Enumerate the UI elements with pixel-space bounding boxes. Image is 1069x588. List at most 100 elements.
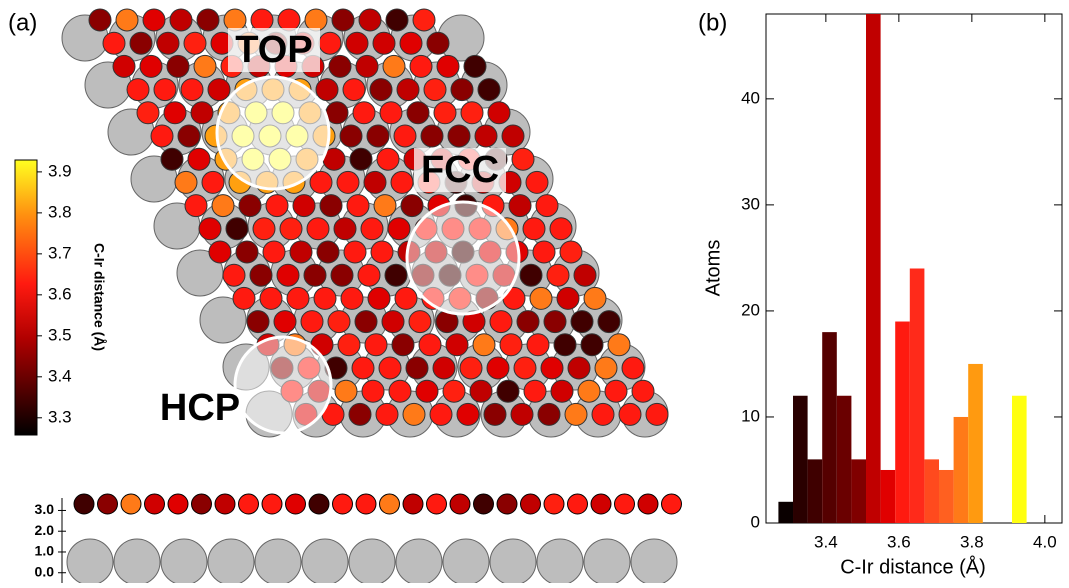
c-atom xyxy=(285,493,306,515)
ir-atom xyxy=(160,538,208,586)
colorbar-tick-label: 3.9 xyxy=(48,161,72,180)
ir-atom xyxy=(442,538,490,586)
c-atom xyxy=(508,194,532,218)
hcp-site xyxy=(233,335,333,435)
c-atom xyxy=(379,493,400,515)
c-atom xyxy=(473,493,494,515)
c-atom xyxy=(334,379,358,403)
c-atom xyxy=(144,493,165,515)
c-atom xyxy=(286,286,310,310)
c-atom xyxy=(540,356,564,380)
c-atom xyxy=(573,263,597,287)
c-atom xyxy=(364,333,388,357)
c-atom xyxy=(289,240,313,264)
c-atom xyxy=(661,493,682,515)
c-atom xyxy=(198,217,222,241)
colorbar-tick-label: 3.6 xyxy=(48,284,72,303)
c-atom xyxy=(139,54,163,78)
ir-atom xyxy=(348,538,396,586)
c-atom xyxy=(357,263,381,287)
bar xyxy=(924,459,940,523)
c-atom xyxy=(355,493,377,515)
c-atom xyxy=(510,402,534,426)
c-atom xyxy=(246,310,270,334)
c-atom xyxy=(549,217,573,241)
c-atom xyxy=(166,54,190,78)
c-atom xyxy=(342,78,366,102)
c-atom xyxy=(385,8,409,32)
c-atom xyxy=(273,310,297,334)
ir-atom xyxy=(199,296,247,344)
c-atom xyxy=(262,240,286,264)
c-atom xyxy=(382,54,406,78)
c-atom xyxy=(196,8,220,32)
c-atom xyxy=(463,54,487,78)
c-atom xyxy=(631,379,655,403)
x-tick-label: 4.0 xyxy=(1033,532,1057,551)
c-atom xyxy=(174,170,198,194)
fcc-site xyxy=(405,200,521,316)
c-atom xyxy=(327,310,351,334)
bar xyxy=(895,321,910,523)
c-atom xyxy=(352,101,376,125)
c-atom xyxy=(472,333,496,357)
c-atom xyxy=(97,493,118,515)
c-atom xyxy=(489,310,513,334)
c-atom xyxy=(191,493,212,515)
c-atom xyxy=(331,8,355,32)
c-atom xyxy=(142,8,166,32)
c-atom xyxy=(238,194,262,218)
c-atom xyxy=(526,333,550,357)
c-atom xyxy=(201,170,225,194)
c-atom xyxy=(580,333,604,357)
c-atom xyxy=(564,402,588,426)
ir-atom xyxy=(113,538,161,586)
site-label: TOP xyxy=(235,29,312,71)
colorbar xyxy=(14,159,38,436)
c-atom xyxy=(399,31,423,55)
colorbar-tick-label: 3.3 xyxy=(48,407,72,426)
colorbar-title: C-Ir distance (Å) xyxy=(91,243,107,351)
c-atom xyxy=(450,78,474,102)
site-label: HCP xyxy=(160,387,240,429)
c-atom xyxy=(408,310,432,334)
c-atom xyxy=(363,170,387,194)
c-atom xyxy=(73,493,95,515)
c-atom xyxy=(177,124,201,148)
y-tick-label: 30 xyxy=(741,194,760,213)
c-atom xyxy=(513,356,537,380)
bar xyxy=(822,332,837,523)
c-atom xyxy=(486,356,510,380)
c-atom xyxy=(520,493,541,515)
c-atom xyxy=(304,8,328,32)
c-atom xyxy=(348,402,372,426)
c-atom xyxy=(614,493,635,515)
y-tick-label: 20 xyxy=(741,300,760,319)
ir-atom xyxy=(489,538,537,586)
ir-atom xyxy=(395,538,443,586)
c-atom xyxy=(316,240,340,264)
c-atom xyxy=(511,147,535,171)
bar xyxy=(880,469,896,523)
bar xyxy=(851,459,867,523)
c-atom xyxy=(333,217,357,241)
c-atom xyxy=(156,31,180,55)
c-atom xyxy=(136,101,160,125)
c-atom xyxy=(279,217,303,241)
c-atom xyxy=(370,240,394,264)
atom-layer xyxy=(61,8,682,586)
c-atom xyxy=(378,356,402,380)
x-tick-label: 3.6 xyxy=(887,532,911,551)
c-atom xyxy=(523,379,547,403)
bar xyxy=(836,395,852,523)
c-atom xyxy=(261,493,283,515)
c-atom xyxy=(420,124,444,148)
c-atom xyxy=(190,101,214,125)
c-atom xyxy=(645,402,669,426)
c-atom xyxy=(390,170,414,194)
c-atom xyxy=(516,310,540,334)
c-atom xyxy=(373,194,397,218)
c-atom xyxy=(459,356,483,380)
c-atom xyxy=(313,286,337,310)
ir-atom xyxy=(630,538,678,586)
